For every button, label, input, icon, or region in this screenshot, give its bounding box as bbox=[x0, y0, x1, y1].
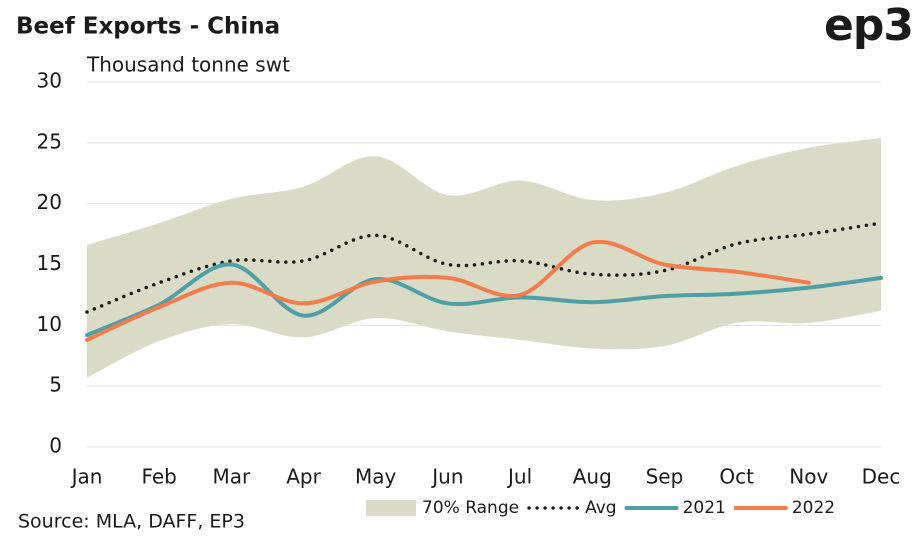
logo: ep3 bbox=[824, 0, 913, 51]
legend-item: 2022 bbox=[733, 498, 835, 518]
x-tick-label: May bbox=[355, 465, 397, 489]
series-line bbox=[85, 262, 883, 338]
x-tick-label: Dec bbox=[862, 465, 901, 489]
legend-label: 2021 bbox=[683, 498, 726, 518]
series-line bbox=[85, 221, 883, 314]
series-line bbox=[85, 239, 811, 342]
range-area bbox=[87, 137, 881, 378]
y-tick-label: 30 bbox=[37, 69, 62, 93]
x-tick-label: Sep bbox=[646, 465, 684, 489]
x-tick-label: Apr bbox=[286, 465, 321, 489]
x-tick-label: Aug bbox=[573, 465, 612, 489]
y-tick-label: 10 bbox=[37, 312, 62, 336]
x-tick-label: Nov bbox=[789, 465, 828, 489]
y-tick-label: 15 bbox=[37, 251, 62, 275]
legend-item: 2021 bbox=[624, 498, 726, 518]
legend-label: 70% Range bbox=[422, 498, 519, 518]
x-tick-label: Oct bbox=[719, 465, 754, 489]
legend-label: 2022 bbox=[792, 498, 835, 518]
legend-swatch bbox=[366, 500, 416, 516]
y-tick-label: 20 bbox=[37, 190, 62, 214]
y-tick-label: 5 bbox=[49, 373, 62, 397]
y-tick-label: 25 bbox=[37, 129, 62, 153]
x-tick-label: Mar bbox=[212, 465, 251, 489]
y-tick-label: 0 bbox=[49, 434, 62, 458]
legend-item: 70% Range bbox=[366, 498, 519, 518]
x-tick-label: Jun bbox=[430, 465, 463, 489]
axis-unit: Thousand tonne swt bbox=[86, 53, 290, 77]
x-tick-label: Feb bbox=[141, 465, 176, 489]
x-tick-label: Jul bbox=[506, 465, 532, 489]
chart-title: Beef Exports - China bbox=[16, 14, 280, 40]
source: Source: MLA, DAFF, EP3 bbox=[18, 511, 245, 533]
legend-label: Avg bbox=[585, 498, 617, 518]
legend-item: Avg bbox=[527, 498, 617, 518]
x-tick-label: Jan bbox=[70, 465, 103, 489]
